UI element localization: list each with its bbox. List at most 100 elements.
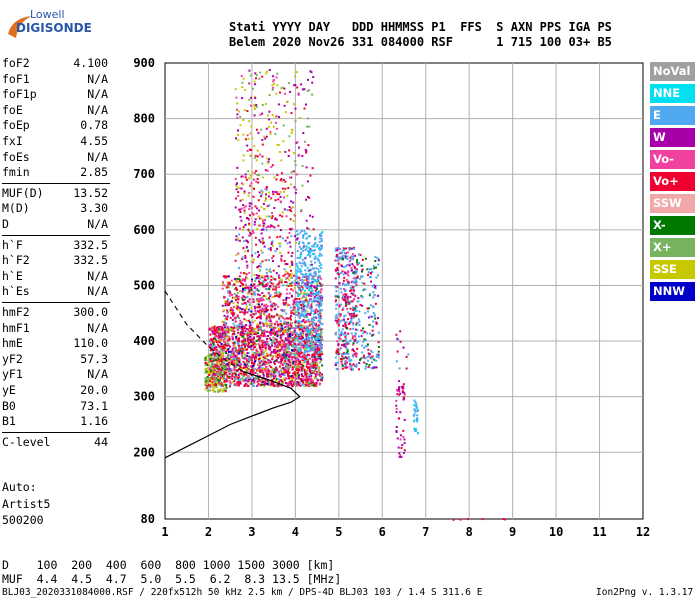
echo-point: [270, 325, 273, 328]
echo-point: [236, 307, 239, 310]
echo-point: [275, 358, 278, 361]
echo-point: [275, 76, 278, 79]
echo-point: [210, 382, 213, 385]
auto-label: Auto:: [2, 480, 37, 494]
echo-point: [370, 349, 372, 352]
echo-point: [298, 340, 301, 343]
echo-point: [231, 296, 234, 299]
echo-point: [230, 368, 233, 371]
echo-point: [235, 254, 238, 256]
echo-point: [262, 307, 265, 310]
echo-point: [271, 245, 274, 248]
echo-point: [302, 313, 305, 316]
echo-point: [336, 285, 339, 288]
echo-point: [231, 374, 234, 377]
echo-point: [231, 293, 233, 296]
echo-point: [232, 352, 235, 355]
echo-point: [287, 82, 290, 85]
echo-point: [285, 357, 288, 360]
echo-point: [238, 372, 241, 375]
echo-point: [344, 271, 347, 274]
echo-point: [299, 251, 302, 254]
echo-point: [251, 382, 254, 385]
echo-point: [350, 321, 353, 323]
echo-point: [258, 299, 261, 302]
echo-point: [300, 324, 303, 327]
echo-point: [214, 370, 216, 373]
echo-point: [261, 296, 264, 299]
echo-point: [219, 377, 222, 380]
echo-point: [290, 200, 293, 203]
echo-point: [296, 304, 299, 307]
echo-point: [218, 374, 221, 377]
echo-point: [356, 347, 359, 350]
echo-point: [270, 309, 273, 312]
echo-point: [254, 327, 257, 330]
echo-point: [257, 351, 260, 354]
echo-point: [236, 376, 239, 379]
echo-point: [349, 328, 352, 331]
echo-point: [370, 268, 373, 271]
echo-point: [481, 518, 484, 521]
echo-point: [396, 389, 398, 391]
echo-point: [353, 273, 356, 275]
echo-point: [225, 357, 227, 360]
echo-point: [302, 366, 305, 369]
echo-point: [244, 379, 247, 382]
echo-point: [241, 296, 243, 299]
echo-point: [319, 298, 322, 301]
echo-point: [356, 263, 359, 266]
echo-point: [290, 325, 293, 328]
echo-point: [244, 256, 247, 259]
echo-point: [318, 240, 321, 243]
param-label: yE: [2, 383, 16, 397]
echo-point: [275, 303, 278, 306]
echo-point: [311, 372, 314, 375]
legend-item-xplus: X+: [650, 238, 695, 257]
echo-point: [399, 411, 402, 414]
echo-point: [270, 303, 273, 306]
echo-point: [250, 306, 253, 309]
echo-point: [281, 358, 284, 361]
echo-point: [270, 355, 273, 358]
echo-point: [344, 324, 347, 327]
echo-point: [347, 353, 350, 355]
echo-point: [268, 288, 271, 291]
echo-point: [255, 349, 258, 352]
echo-point: [290, 235, 293, 238]
echo-point: [223, 346, 226, 349]
echo-point: [273, 315, 276, 318]
echo-point: [350, 314, 353, 317]
echo-point: [253, 105, 256, 108]
echo-point: [242, 204, 245, 207]
echo-point: [262, 323, 265, 326]
echo-point: [295, 300, 298, 303]
echo-point: [244, 362, 247, 365]
echo-point: [298, 363, 301, 366]
echo-point: [224, 368, 227, 371]
legend-item-vominus: Vo-: [650, 150, 695, 169]
echo-point: [342, 273, 345, 276]
echo-point: [283, 355, 286, 358]
echo-point: [308, 374, 311, 376]
echo-point: [240, 346, 243, 349]
echo-point: [292, 289, 295, 292]
echo-point: [291, 344, 294, 347]
echo-point: [267, 248, 270, 250]
echo-point: [238, 376, 241, 379]
echo-point: [214, 333, 217, 336]
echo-point: [245, 377, 248, 380]
echo-point: [224, 324, 227, 327]
echo-point: [290, 384, 293, 387]
echo-point: [271, 88, 274, 91]
echo-point: [311, 81, 314, 84]
echo-point: [282, 302, 285, 304]
echo-point: [302, 364, 305, 367]
echo-point: [228, 362, 231, 364]
echo-point: [275, 294, 278, 297]
echo-point: [306, 283, 309, 286]
echo-point: [242, 348, 245, 350]
echo-point: [260, 303, 263, 306]
echo-point: [297, 93, 300, 96]
echo-point: [241, 258, 244, 261]
